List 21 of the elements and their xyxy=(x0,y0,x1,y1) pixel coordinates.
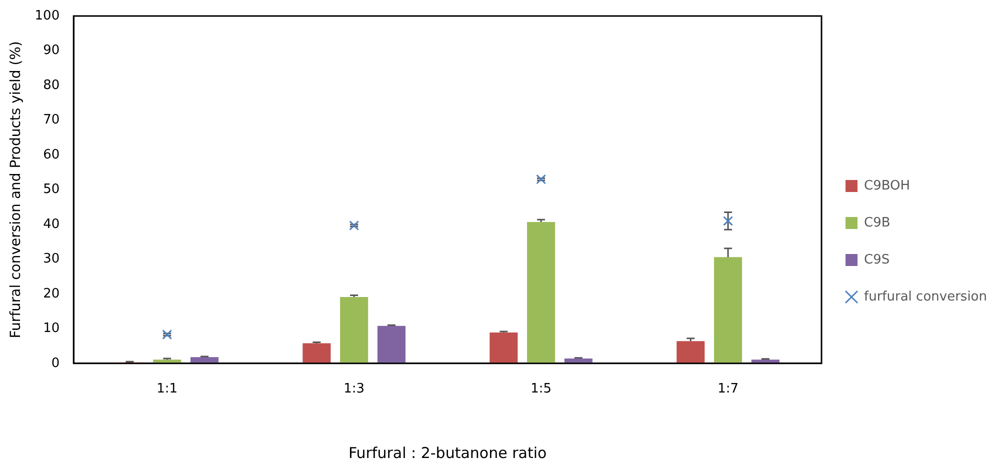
y-tick-label: 10 xyxy=(43,321,60,336)
x-tick-label: 1:1 xyxy=(156,382,178,397)
y-tick-label: 40 xyxy=(43,216,60,232)
y-axis-title: Furfural conversion and Products yield (%) xyxy=(8,41,24,338)
y-tick-label: 50 xyxy=(43,182,60,198)
legend-label: C9BOH xyxy=(864,178,910,194)
x-axis-title: Furfural : 2-butanone ratio xyxy=(348,444,547,462)
y-tick-label: 30 xyxy=(43,252,60,267)
x-tick-label: 1:3 xyxy=(344,382,365,397)
y-tick-label: 20 xyxy=(43,286,60,302)
y-tick-label: 70 xyxy=(43,112,60,128)
legend-label: C9S xyxy=(864,252,890,268)
y-tick-label: 100 xyxy=(34,8,60,24)
y-tick-label: 60 xyxy=(43,147,60,162)
y-tick-label: 90 xyxy=(43,43,60,58)
legend-label: furfural conversion xyxy=(864,289,988,304)
x-tick-label: 1:7 xyxy=(718,382,738,397)
y-tick-label: 80 xyxy=(43,78,60,93)
legend-label: C9B xyxy=(864,215,890,230)
y-tick-label: 0 xyxy=(51,356,60,371)
x-tick-label: 1:5 xyxy=(530,382,552,397)
